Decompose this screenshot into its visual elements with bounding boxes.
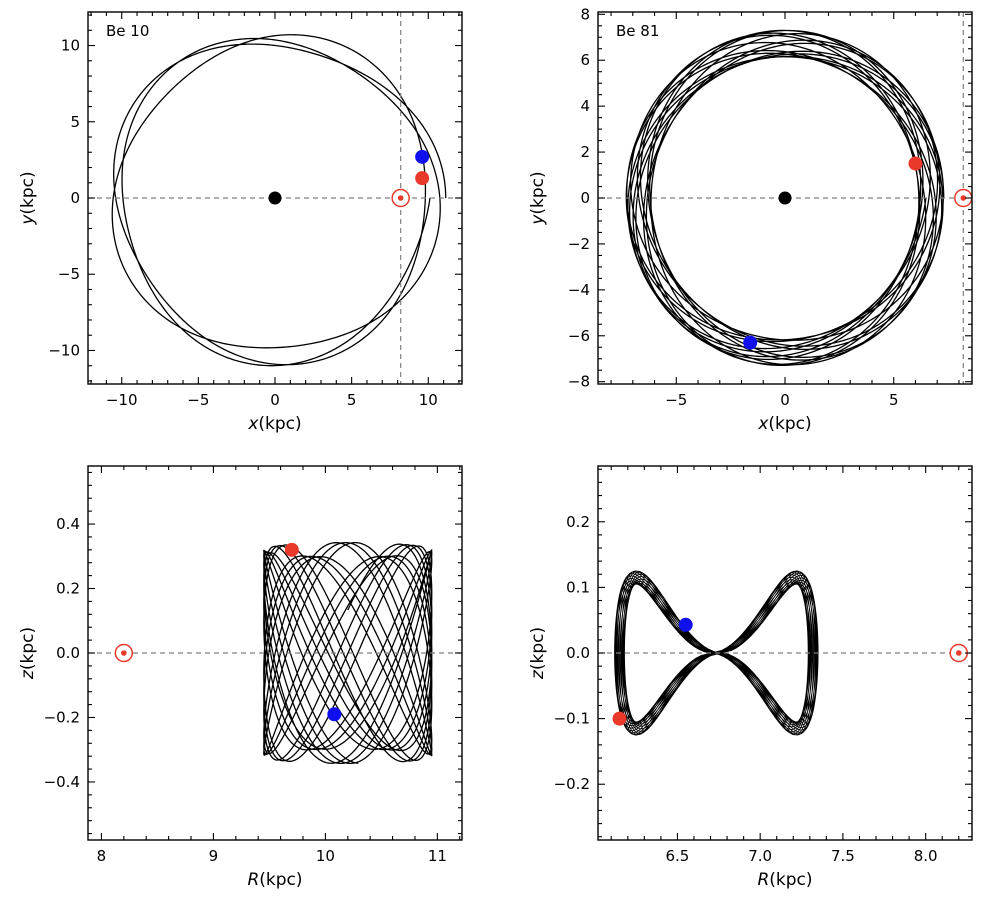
y-tick-label: −0.4 <box>44 773 80 791</box>
y-tick-label: −8 <box>568 373 590 391</box>
y-tick-label: −0.1 <box>554 710 590 728</box>
y-tick-label: 0.2 <box>56 580 80 598</box>
sun-guides <box>88 12 462 384</box>
x-axis-label: x(kpc) <box>247 414 301 434</box>
x-tick-label: 7.0 <box>748 847 772 865</box>
x-axis-label: R(kpc) <box>757 870 812 890</box>
markers <box>268 149 430 208</box>
x-tick-label: 5 <box>889 391 899 409</box>
y-tick-label: 0.0 <box>56 644 80 662</box>
x-tick-label: 7.5 <box>831 847 855 865</box>
end-point <box>415 149 430 164</box>
start-point <box>284 542 299 557</box>
y-tick-label: −2 <box>568 235 590 253</box>
x-tick-label: −5 <box>187 391 209 409</box>
y-tick-label: 4 <box>580 97 590 115</box>
y-axis-label: z(kpc) <box>528 627 548 680</box>
sun-symbol-dot <box>121 650 127 656</box>
x-tick-label: 11 <box>428 847 447 865</box>
x-tick-label: −5 <box>665 391 687 409</box>
orbit-path <box>263 541 433 765</box>
start-point <box>415 171 430 186</box>
y-tick-label: 0 <box>580 189 590 207</box>
x-tick-label: 10 <box>419 391 438 409</box>
x-axis-label: x(kpc) <box>757 414 811 434</box>
x-tick-label: 0 <box>780 391 790 409</box>
start-point <box>908 156 923 171</box>
sun-symbol-dot <box>960 195 967 201</box>
markers <box>114 542 342 722</box>
y-tick-label: −0.2 <box>44 708 80 726</box>
y-axis-label: z(kpc) <box>18 627 38 680</box>
x-tick-label: 0 <box>270 391 280 409</box>
x-tick-label: −10 <box>106 391 138 409</box>
x-tick-label: 9 <box>209 847 219 865</box>
y-tick-label: −10 <box>48 341 80 359</box>
axis-ticks: −5 0 5 −8 −6 −4 −2 0 2 4 6 8 <box>568 5 972 409</box>
x-axis-label: R(kpc) <box>247 870 302 890</box>
y-axis-label: y(kpc) <box>18 171 38 225</box>
markers <box>612 617 969 726</box>
y-tick-label: 10 <box>61 37 80 55</box>
y-tick-label: 0.4 <box>56 515 80 533</box>
y-tick-label: −0.2 <box>554 775 590 793</box>
sun-symbol-dot <box>397 195 404 201</box>
y-tick-label: 0.0 <box>566 644 590 662</box>
end-point <box>743 335 758 350</box>
sun-symbol-dot <box>955 650 962 656</box>
axis-ticks: 6.5 7.0 7.5 8.0 −0.2 −0.1 0.0 0.1 0.2 <box>554 466 972 865</box>
cluster-label: Be 10 <box>106 22 149 40</box>
start-point <box>612 711 627 726</box>
end-point <box>327 707 342 722</box>
sun-guides <box>598 12 972 384</box>
y-tick-label: −5 <box>58 265 80 283</box>
y-tick-label: 2 <box>580 143 590 161</box>
y-tick-label: 8 <box>580 5 590 23</box>
x-tick-label: 8 <box>97 847 107 865</box>
y-tick-label: 5 <box>70 113 80 131</box>
y-tick-label: −6 <box>568 327 590 345</box>
panel-be10-xy: −10 −5 0 5 10 −10 −5 0 5 10 Be 10 x(kpc) y(kpc) <box>18 11 463 434</box>
x-tick-label: 6.5 <box>666 847 690 865</box>
y-tick-label: 0 <box>70 189 80 207</box>
y-axis-label: y(kpc) <box>528 171 548 225</box>
orbit-trace <box>263 541 433 765</box>
panel-be81-xy: −5 0 5 −8 −6 −4 −2 0 2 4 6 8 Be 81 x(kpc) y(kpc) <box>528 5 973 434</box>
y-tick-label: 6 <box>580 51 590 69</box>
galactic-center-marker <box>268 191 282 205</box>
y-tick-label: 0.1 <box>566 578 590 596</box>
x-tick-label: 8.0 <box>914 847 938 865</box>
y-tick-label: −4 <box>568 281 590 299</box>
panel-be10-rz: 8 9 10 11 −0.4 −0.2 0.0 0.2 0.4 R(kpc) z(kpc) <box>18 465 463 890</box>
axis-ticks: 8 9 10 11 −0.4 −0.2 0.0 0.2 0.4 <box>44 466 462 865</box>
y-tick-label: 0.2 <box>566 513 590 531</box>
cluster-label: Be 81 <box>616 22 659 40</box>
axis-ticks: −10 −5 0 5 10 −10 −5 0 5 10 <box>48 12 462 409</box>
x-tick-label: 10 <box>316 847 335 865</box>
x-tick-label: 5 <box>347 391 357 409</box>
panel-be81-rz: 6.5 7.0 7.5 8.0 −0.2 −0.1 0.0 0.1 0.2 R(kpc) z(k… <box>528 465 973 890</box>
end-point <box>678 617 693 632</box>
galactic-center-marker <box>778 191 792 205</box>
